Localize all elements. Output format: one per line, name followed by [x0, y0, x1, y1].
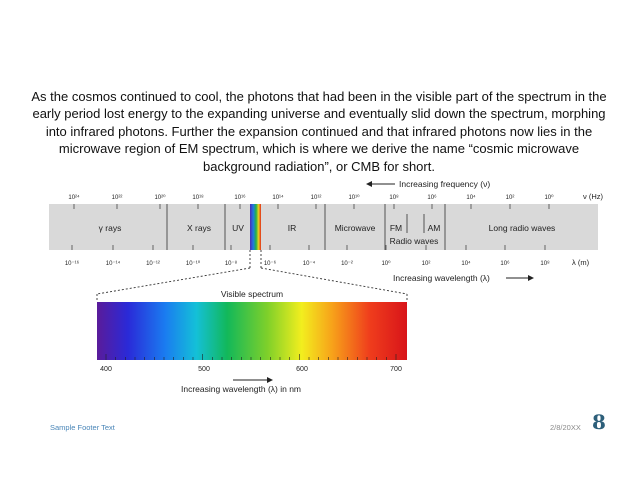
- wavelength-tick-label: 10⁰: [381, 260, 391, 267]
- visible-tick-label: 700: [390, 366, 402, 373]
- band-ir: IR: [288, 223, 297, 233]
- footer-date: 2/8/20XX: [550, 423, 581, 432]
- zoom-lines: [96, 250, 408, 302]
- region-dividers: [166, 204, 446, 250]
- frequency-ticks: 10²⁴ 10²² 10²⁰ 10¹⁸ 10¹⁶ 10¹⁴ 10¹² 10¹⁰ 10⁸ 10⁶ 10…: [68, 194, 554, 201]
- wavelength-tick-label: 10⁻¹⁰: [186, 260, 201, 267]
- frequency-tick-label: 10²⁰: [154, 194, 166, 201]
- footer-text: Sample Footer Text: [50, 423, 115, 432]
- wavelength-tick-label: 10⁶: [500, 260, 510, 267]
- frequency-tick-label: 10²⁴: [68, 194, 80, 201]
- wavelength-tick-label: 10⁸: [540, 260, 550, 267]
- band-x-rays: X rays: [187, 223, 211, 233]
- wavelength-tick-label: 10⁻¹⁴: [106, 260, 121, 267]
- wavelength-tick-label: 10⁻¹⁶: [65, 260, 80, 267]
- band-microwave: Microwave: [335, 223, 376, 233]
- frequency-tick-label: 10¹⁸: [192, 194, 204, 201]
- frequency-tick-label: 10⁰: [544, 194, 554, 201]
- spectrum-bar: [49, 204, 598, 250]
- spectrum-bottom-tick-marks: [71, 245, 546, 250]
- band-radio-waves: Radio waves: [390, 236, 439, 246]
- frequency-tick-label: 10²²: [112, 195, 123, 201]
- nm-arrow-icon: [267, 377, 273, 383]
- visible-tick-marks: [105, 354, 397, 360]
- wavelength-arrow-icon: [528, 275, 534, 281]
- page-number: 8: [592, 410, 606, 434]
- band-uv: UV: [232, 223, 244, 233]
- wavelength-tick-label: 10⁻¹²: [146, 261, 160, 267]
- band-long-radio-waves: Long radio waves: [489, 223, 556, 233]
- frequency-tick-label: 10⁸: [389, 194, 399, 201]
- frequency-unit: ν (Hz): [583, 192, 603, 201]
- visible-tick-labels: 400 500 600 700: [100, 366, 402, 373]
- band-am: AM: [428, 223, 441, 233]
- visible-spectrum-bar: [97, 302, 407, 360]
- visible-tick-label: 500: [198, 366, 210, 373]
- wavelength-tick-label: 10⁻²: [341, 261, 353, 267]
- wavelength-tick-label: 10⁴: [461, 260, 471, 267]
- band-gamma-rays: γ rays: [99, 223, 122, 233]
- wavelength-tick-label: 10⁻⁸: [225, 260, 238, 267]
- nm-wavelength-label: Increasing wavelength (λ) in nm: [181, 384, 301, 394]
- wavelength-tick-label: 10⁻⁶: [264, 260, 277, 267]
- frequency-tick-label: 10²: [506, 195, 515, 201]
- frequency-tick-label: 10⁶: [427, 194, 437, 201]
- wavelength-label: Increasing wavelength (λ): [393, 273, 490, 283]
- wavelength-tick-label: 10²: [422, 261, 431, 267]
- spectrum-top-tick-marks: [73, 204, 550, 209]
- zoom-right-diagonal: [260, 267, 408, 295]
- wavelength-ticks: 10⁻¹⁶ 10⁻¹⁴ 10⁻¹² 10⁻¹⁰ 10⁻⁸ 10⁻⁶ 10⁻⁴ 10⁻² 10⁰ 1…: [65, 260, 550, 267]
- frequency-arrow-icon: [366, 181, 372, 187]
- band-fm: FM: [390, 223, 402, 233]
- frequency-tick-label: 10⁴: [466, 194, 476, 201]
- wavelength-direction: Increasing wavelength (λ): [393, 273, 534, 283]
- frequency-tick-label: 10¹²: [311, 195, 322, 201]
- frequency-label: Increasing frequency (ν): [399, 179, 490, 189]
- frequency-tick-label: 10¹⁴: [272, 194, 284, 201]
- visible-tick-label: 400: [100, 366, 112, 373]
- wavelength-tick-label: 10⁻⁴: [303, 260, 316, 267]
- visible-tick-label: 600: [296, 366, 308, 373]
- zoom-left-diagonal: [96, 267, 251, 295]
- frequency-tick-label: 10¹⁰: [348, 194, 360, 201]
- visible-spectrum-title: Visible spectrum: [221, 289, 283, 299]
- frequency-tick-label: 10¹⁶: [234, 194, 246, 201]
- frequency-direction: Increasing frequency (ν): [366, 179, 490, 189]
- body-paragraph: As the cosmos continued to cool, the pho…: [31, 89, 607, 174]
- visible-band-narrow: [250, 204, 261, 250]
- wavelength-unit: λ (m): [572, 258, 590, 267]
